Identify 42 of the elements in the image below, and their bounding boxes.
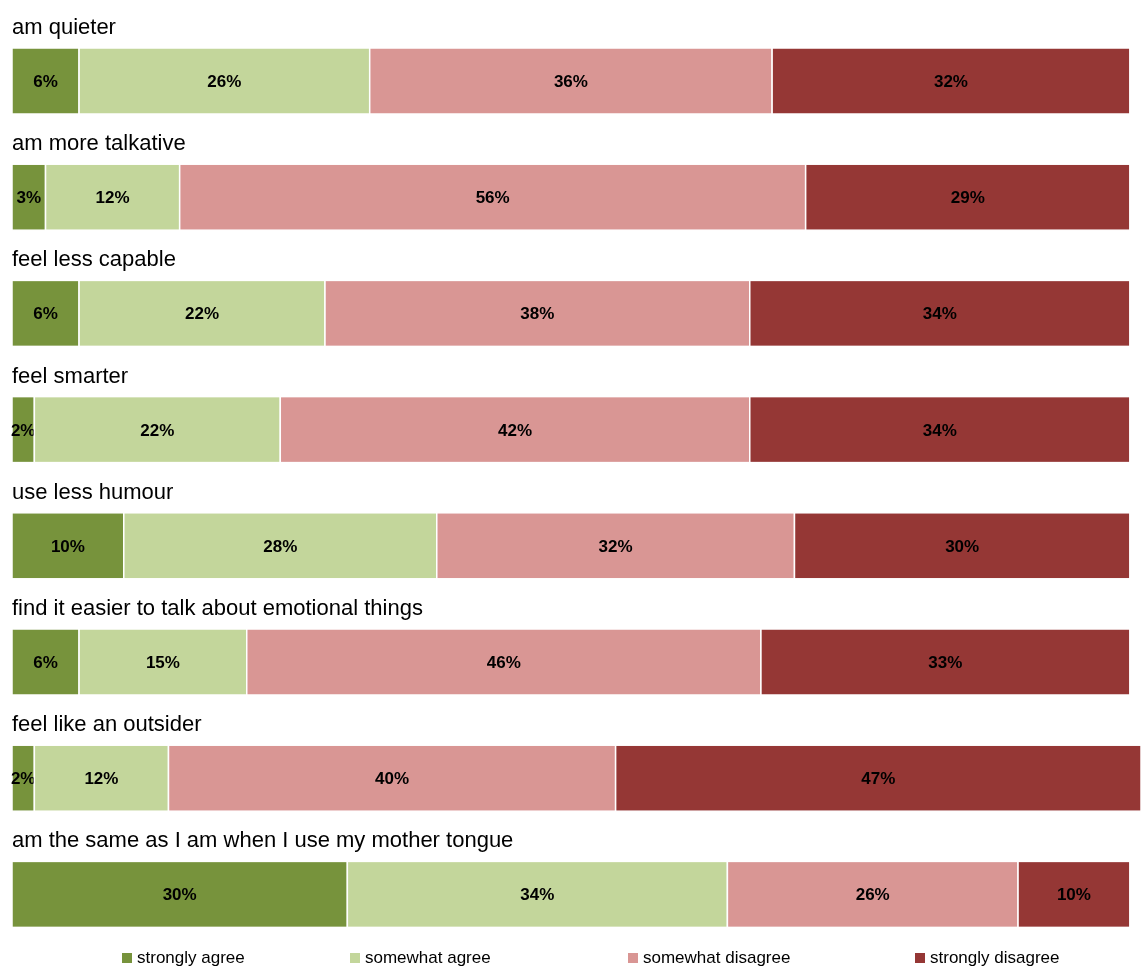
y-tick-label: am the same as I am when I use my mother tongue <box>12 827 514 853</box>
data-label: 56% <box>475 188 510 208</box>
data-label: 22% <box>185 304 220 324</box>
data-label: 34% <box>922 304 957 324</box>
data-label: 22% <box>140 420 175 440</box>
legend-label: somewhat disagree <box>643 948 791 967</box>
data-label: 3% <box>16 188 42 208</box>
y-tick-label: feel less capable <box>12 246 176 272</box>
y-tick-label: am quieter <box>12 14 116 39</box>
legend-label: strongly agree <box>137 948 245 967</box>
data-label: 15% <box>145 653 180 672</box>
data-label: 26% <box>855 885 890 905</box>
legend-label: strongly disagree <box>930 948 1060 967</box>
data-label: 33% <box>928 653 963 672</box>
data-label: 46% <box>486 653 521 672</box>
data-label: 12% <box>84 769 119 789</box>
data-label: 38% <box>520 304 555 324</box>
y-tick-label: find it easier to talk about emotional things <box>12 595 423 620</box>
data-label: 34% <box>520 885 555 905</box>
data-label: 32% <box>933 72 968 91</box>
legend-label: somewhat agree <box>365 948 491 967</box>
data-label: 30% <box>945 536 980 556</box>
y-tick-label: am more talkative <box>12 130 186 156</box>
data-label: 36% <box>553 72 588 91</box>
y-tick-label: use less humour <box>12 478 174 504</box>
data-label: 26% <box>207 72 242 91</box>
data-label: 40% <box>375 769 410 789</box>
data-label: 30% <box>162 885 197 905</box>
data-label: 29% <box>950 188 985 208</box>
data-label: 32% <box>598 536 633 556</box>
data-label: 10% <box>50 536 85 556</box>
data-label: 12% <box>95 188 130 208</box>
data-label: 6% <box>33 304 58 324</box>
data-label: 6% <box>33 72 58 91</box>
data-label: 34% <box>922 420 957 440</box>
data-label: 6% <box>33 653 58 672</box>
y-tick-label: feel like an outsider <box>12 711 202 737</box>
y-tick-label: feel smarter <box>12 362 129 388</box>
data-label: 42% <box>498 420 533 440</box>
data-label: 28% <box>263 536 298 556</box>
data-label: 47% <box>861 769 896 789</box>
data-label: 10% <box>1056 885 1091 905</box>
